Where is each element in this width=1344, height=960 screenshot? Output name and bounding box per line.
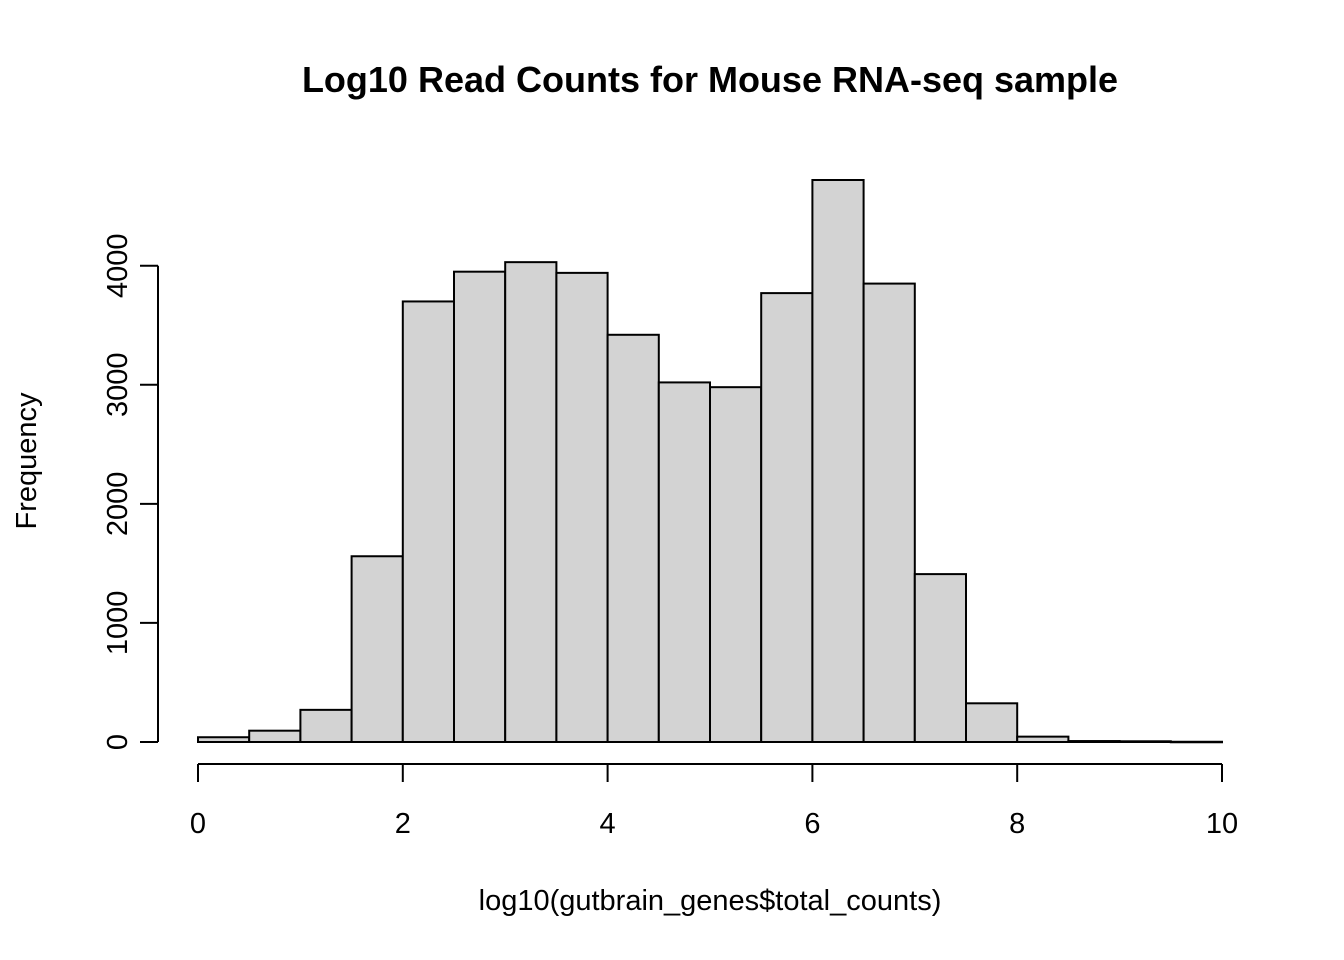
histogram-bar-0 bbox=[197, 736, 251, 744]
x-tick-label: 0 bbox=[190, 808, 206, 840]
histogram-bar-19 bbox=[1169, 740, 1224, 744]
histogram-bar-12 bbox=[811, 179, 865, 743]
histogram-bar-4 bbox=[401, 300, 455, 743]
histogram-bar-2 bbox=[299, 708, 353, 743]
histogram-bar-7 bbox=[555, 271, 609, 743]
histogram-bar-13 bbox=[862, 282, 916, 743]
histogram-bar-9 bbox=[657, 381, 711, 743]
histogram-bar-5 bbox=[453, 270, 507, 743]
x-tick-label: 6 bbox=[804, 808, 820, 840]
x-axis: 0 2 4 6 8 10 bbox=[190, 763, 1238, 840]
y-axis-label: Frequency bbox=[11, 392, 43, 530]
y-tick-label: 4000 bbox=[102, 233, 134, 298]
histogram-bar-17 bbox=[1067, 740, 1121, 744]
histogram-bar-3 bbox=[350, 555, 404, 743]
histogram-bar-6 bbox=[504, 261, 558, 743]
histogram-bar-14 bbox=[913, 573, 967, 743]
x-tick-label: 2 bbox=[395, 808, 411, 840]
x-tick-label: 8 bbox=[1009, 808, 1025, 840]
histogram-bar-18 bbox=[1118, 740, 1172, 743]
histogram-bar-8 bbox=[606, 333, 660, 743]
histogram-bar-1 bbox=[248, 729, 302, 743]
y-axis: 0 1000 2000 3000 4000 bbox=[102, 233, 159, 750]
chart-title: Log10 Read Counts for Mouse RNA-seq samp… bbox=[302, 59, 1118, 100]
bars-group bbox=[197, 179, 1224, 744]
histogram-bar-15 bbox=[965, 702, 1019, 744]
y-tick-label: 0 bbox=[102, 734, 134, 750]
y-tick-label: 1000 bbox=[102, 591, 134, 656]
histogram-bar-11 bbox=[760, 292, 814, 743]
x-axis-label: log10(gutbrain_genes$total_counts) bbox=[479, 885, 942, 917]
histogram-bar-10 bbox=[709, 386, 763, 743]
histogram-bar-16 bbox=[1016, 735, 1070, 744]
y-tick-label: 3000 bbox=[102, 353, 134, 418]
x-tick-label: 4 bbox=[600, 808, 616, 840]
y-tick-label: 2000 bbox=[102, 472, 134, 537]
x-tick-label: 10 bbox=[1206, 808, 1238, 840]
